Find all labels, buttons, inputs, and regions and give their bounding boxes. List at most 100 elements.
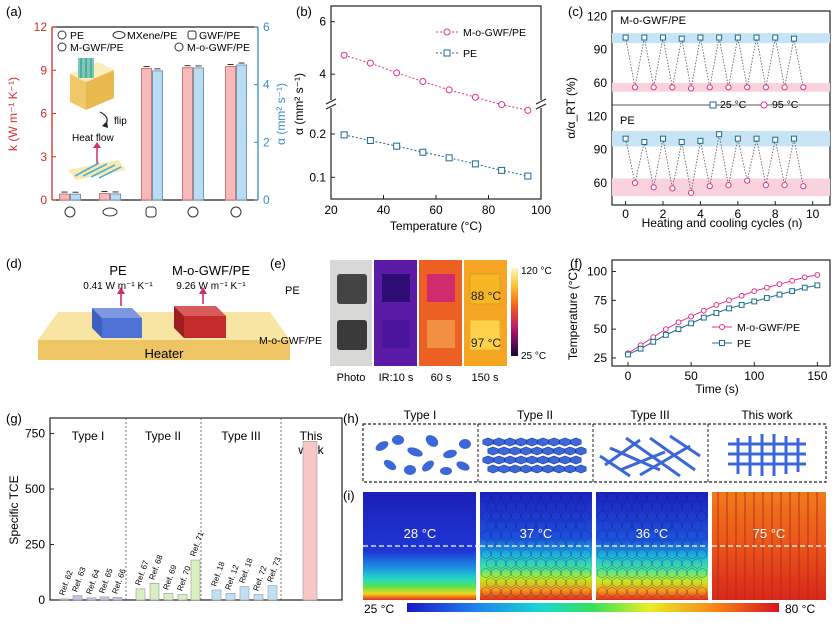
c-point-25-bottom: [678, 138, 685, 145]
sim-hex-cell: [571, 510, 581, 522]
hexagon-flake: [493, 437, 505, 447]
sim-hex-cell: [612, 577, 622, 588]
sim-hex-cell: [672, 520, 682, 531]
sim-hex-cell: [541, 529, 551, 541]
panel-g: (g) Type I Type II Type III This work 02…: [6, 411, 343, 607]
panel-c-ylabel: α/α_RT (%): [564, 77, 578, 138]
f-series-line: [627, 274, 818, 354]
sim-hex-cell: [511, 510, 521, 522]
panel-d-label: (d): [6, 256, 22, 271]
sim-hex-cell: [597, 586, 607, 598]
sim-hex-cell: [571, 529, 581, 541]
panel-b: (b) 20 40 60 80 100 4 6 0.1 0.2 Temperature (°C)…: [292, 4, 551, 233]
sim-hex-cell: [516, 558, 526, 569]
sim-hex-cell: [551, 548, 561, 560]
sim-hex-cell: [612, 520, 622, 531]
e-col-150s: 150 s: [472, 372, 499, 384]
b-y-tick-label: 0.1: [309, 170, 326, 184]
sim-hex-cell: [607, 510, 617, 522]
sim-hex-cell: [662, 577, 672, 588]
b-point-mogwf: [445, 86, 453, 94]
sim-hex-cell: [617, 529, 627, 541]
b-point-mogwf: [471, 93, 479, 101]
sim-hex-cell: [607, 567, 617, 579]
mgwf-icon: [57, 42, 67, 52]
b-point-pe: [340, 131, 348, 139]
hexagon-flake: [482, 455, 494, 465]
g-y-tick-label: 0: [38, 593, 45, 607]
panel-a-left-ticks: 0 3 6 9 12: [34, 20, 56, 207]
c-point-95-bottom: [800, 183, 807, 190]
b-x-tick-label: 100: [531, 203, 551, 217]
sim-hex-cell: [632, 577, 642, 588]
sim-hex-cell: [531, 510, 541, 522]
a-bar-k: [225, 66, 236, 201]
panel-a-right-ticks: 0 2 4 6: [254, 20, 270, 207]
g-group-4: This: [300, 429, 323, 443]
panel-e: (e) PE M-o-GWF/PE 88 °C 97 °C 120 °C 25 …: [259, 256, 552, 384]
sim-hex-cell: [602, 577, 612, 588]
e-temp-top: 88 °C: [471, 289, 501, 303]
e-col-10s: IR:10 s: [379, 372, 414, 384]
sim-hex-cell: [486, 501, 496, 512]
heater-front: [38, 340, 290, 360]
sim-hex-cell: [496, 577, 506, 588]
sim-hex-cell: [627, 529, 637, 541]
c-point-95-bottom: [669, 185, 676, 192]
c-x-tick-label: 0: [622, 207, 629, 221]
f-point-mogwf: [801, 274, 808, 281]
c-line-top: [625, 37, 804, 89]
f-point-mogwf: [763, 284, 770, 291]
c-point-25-bottom: [790, 135, 797, 142]
h-label-4: This work: [741, 408, 793, 422]
sim-hex-cell: [496, 520, 506, 531]
c-point-95-top: [800, 84, 807, 91]
i-temp-2: 37 °C: [520, 526, 553, 541]
panel-f-marks: [625, 272, 821, 358]
c-point-95-bottom: [706, 183, 713, 190]
sim-hex-cell: [597, 491, 607, 503]
sim-hex-cell: [622, 520, 632, 531]
f-x-tick-label: 0: [625, 369, 632, 383]
hexagon-flake: [559, 437, 571, 447]
panel-d: (d) Heater PE 0.41 W m⁻¹ K⁻¹ M-o-GWF/PE …: [6, 256, 290, 361]
gwf-icon: [187, 30, 197, 40]
hexagon-flake: [509, 446, 521, 456]
sim-hex-cell: [581, 510, 591, 522]
b-point-pe: [419, 148, 427, 156]
sim-hex-cell: [576, 520, 586, 531]
sim-hex-cell: [546, 577, 556, 588]
sim-hex-cell: [561, 529, 571, 541]
panel-f-ylabel: Temperature (°C): [566, 268, 580, 360]
x-gwf-icon: [145, 206, 157, 218]
heat-flow-label: Heat flow: [72, 133, 114, 144]
sim-hex-cell: [677, 529, 687, 541]
sim-hex-cell: [632, 520, 642, 531]
panel-a-ylabel-left: k (W m⁻¹ K⁻¹): [6, 77, 20, 151]
sim-hex-cell: [627, 510, 637, 522]
c-point-95-bottom: [687, 189, 695, 196]
sim-hex-cell: [647, 510, 657, 522]
mogwf-icon: [174, 42, 184, 52]
sim-hex-cell: [647, 529, 657, 541]
flip-label: flip: [114, 116, 127, 127]
sim-hex-cell: [551, 491, 561, 503]
sim-hex-cell: [521, 491, 531, 503]
g-bar: [302, 441, 318, 601]
hexagon-flake: [504, 437, 516, 447]
f-point-pe: [814, 282, 821, 289]
mogwf-block: [184, 316, 226, 338]
c-point-95-top: [762, 84, 769, 91]
sim-hex-cell: [541, 586, 551, 598]
sim-hex-cell: [687, 529, 697, 541]
sim-hex-cell: [576, 539, 586, 550]
sim-hex-cell: [662, 558, 672, 569]
sim-hex-cell: [632, 558, 642, 569]
sim-hex-cell: [536, 539, 546, 550]
i-scale-max: 80 °C: [785, 602, 815, 616]
sim-hex-cell: [682, 501, 692, 512]
h-label-2: Type II: [517, 408, 553, 422]
sim-hex-cell: [581, 548, 591, 560]
b-point-mogwf: [340, 51, 348, 59]
sim-hex-cell: [521, 586, 531, 598]
